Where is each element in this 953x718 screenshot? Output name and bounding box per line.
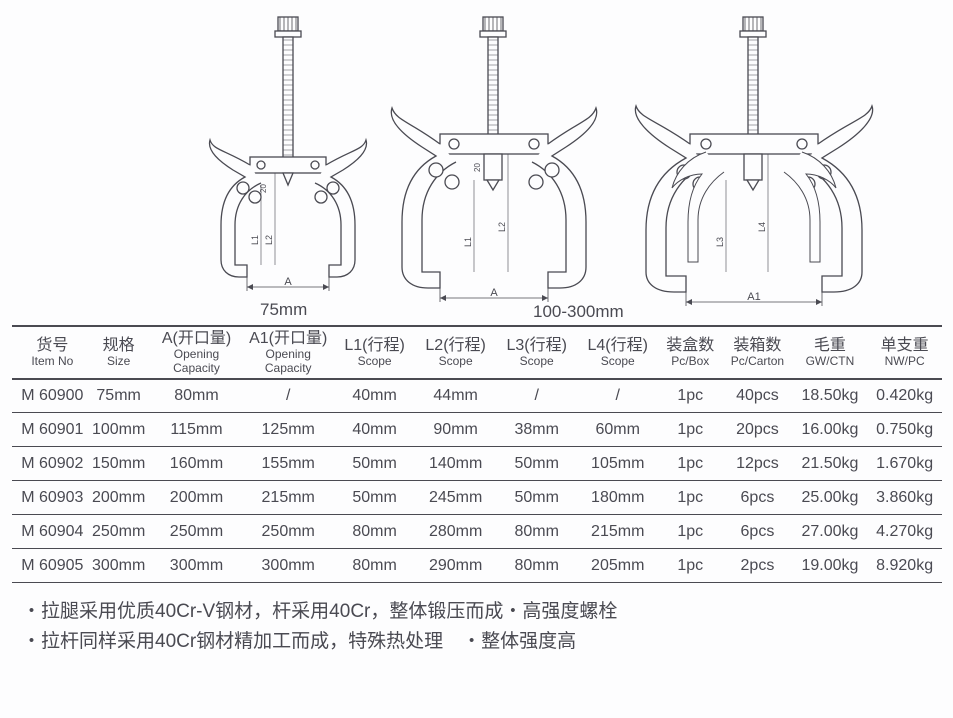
svg-text:20: 20 bbox=[473, 163, 482, 172]
svg-text:L1: L1 bbox=[463, 237, 473, 247]
svg-text:L1: L1 bbox=[250, 235, 260, 245]
table-row: M 60902150mm160mm155mm50mm140mm50mm105mm… bbox=[12, 447, 942, 481]
svg-text:L4: L4 bbox=[757, 222, 767, 232]
table-body: M 6090075mm80mm/40mm44mm//1pc40pcs18.50k… bbox=[12, 379, 942, 583]
svg-text:A: A bbox=[490, 287, 498, 299]
svg-text:L3: L3 bbox=[715, 237, 725, 247]
product-notes: ・拉腿采用优质40Cr-V钢材，杆采用40Cr，整体锻压而成・高强度螺栓 ・拉杆… bbox=[22, 597, 953, 656]
table-row: M 60901100mm115mm125mm40mm90mm38mm60mm1p… bbox=[12, 413, 942, 447]
svg-text:20: 20 bbox=[259, 184, 268, 193]
svg-text:L2: L2 bbox=[264, 235, 274, 245]
svg-text:A: A bbox=[284, 276, 292, 288]
technical-diagram: A L1 L2 20 bbox=[0, 0, 953, 325]
table-row: M 6090075mm80mm/40mm44mm//1pc40pcs18.50k… bbox=[12, 379, 942, 413]
note-line-2: ・拉杆同样采用40Cr钢材精加工而成，特殊热处理 ・整体强度高 bbox=[22, 627, 953, 656]
table-row: M 60904250mm250mm250mm80mm280mm80mm215mm… bbox=[12, 515, 942, 549]
diagram-label-75mm: 75mm bbox=[260, 300, 307, 320]
diagram-label-100-300mm: 100-300mm bbox=[533, 302, 624, 322]
note-line-1: ・拉腿采用优质40Cr-V钢材，杆采用40Cr，整体锻压而成・高强度螺栓 bbox=[22, 597, 953, 626]
svg-text:A1: A1 bbox=[747, 291, 760, 303]
svg-text:L2: L2 bbox=[497, 222, 507, 232]
table-header: 货号Item No 规格Size A(开口量)Opening Capacity … bbox=[12, 326, 942, 379]
spec-table: 货号Item No 规格Size A(开口量)Opening Capacity … bbox=[12, 325, 942, 583]
table-row: M 60905300mm300mm300mm80mm290mm80mm205mm… bbox=[12, 549, 942, 583]
table-row: M 60903200mm200mm215mm50mm245mm50mm180mm… bbox=[12, 481, 942, 515]
